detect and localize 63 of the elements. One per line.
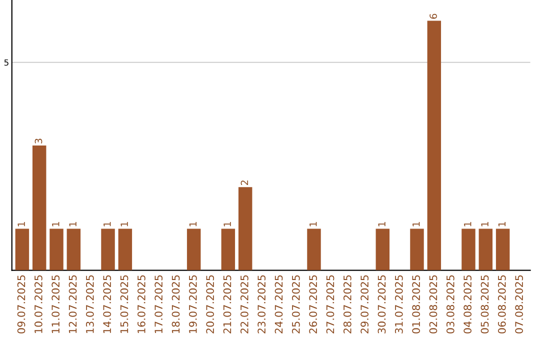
x-tick-label: 06.08.2025 [498,275,506,334]
data-label: 2 [240,180,248,186]
x-tick-label: 29.07.2025 [360,275,369,334]
x-tick-label: 25.07.2025 [292,275,300,334]
bar [427,20,442,270]
bar [32,146,46,270]
data-label: 1 [310,222,317,226]
bar [66,228,81,270]
x-tick-label: 02.08.2025 [429,275,438,334]
x-tick-label: 28.07.2025 [343,275,352,334]
bar [118,228,132,270]
x-tick-label: 01.08.2025 [412,275,420,334]
x-tick-label: 23.07.2025 [258,275,266,334]
bar [50,228,64,270]
bar [410,228,424,270]
x-tick-label: 20.07.2025 [206,275,214,334]
x-tick-label: 16.07.2025 [137,275,146,333]
x-tick-label: 07.08.2025 [515,275,524,334]
x-tick-label: 24.07.2025 [274,275,283,334]
data-label: 1 [464,222,472,226]
bar [101,228,115,270]
data-label: 1 [52,222,60,226]
data-label: 1 [189,222,197,226]
x-tick-label: 30.07.2025 [378,275,386,334]
x-tick-label: 26.07.2025 [309,275,318,334]
data-label: 3 [34,138,42,144]
data-label: 1 [412,222,420,226]
bar [462,228,476,270]
x-tick-label: 12.07.2025 [68,275,77,333]
data-label: 1 [120,222,128,226]
y-tick-label: 5 [4,59,8,66]
data-label: 1 [18,222,25,226]
bar [238,187,252,270]
data-label: 1 [481,222,488,226]
bar [376,228,390,270]
data-label: 1 [498,222,506,226]
x-tick-label: 14.07.2025 [103,275,112,333]
bar [15,228,30,270]
bar [221,228,236,270]
x-tick-label: 13.07.2025 [86,275,94,333]
x-tick-label: 18.07.2025 [172,275,180,333]
x-tick-label: 19.07.2025 [188,275,197,333]
x-tick-label: 21.07.2025 [223,275,232,334]
x-tick-label: 11.07.2025 [52,275,60,333]
bar [478,228,493,270]
x-tick-label: 10.07.2025 [34,275,42,333]
data-label: 6 [430,14,437,19]
bar [307,228,321,270]
data-label: 1 [224,222,231,226]
bar [186,228,201,270]
data-label: 1 [104,222,111,226]
x-tick-label: 15.07.2025 [120,275,128,333]
data-label: 1 [69,222,76,226]
x-tick-label: 17.07.2025 [154,275,163,333]
data-label: 1 [378,222,386,226]
x-tick-label: 09.07.2025 [17,275,26,334]
x-tick-label: 04.08.2025 [464,275,472,334]
x-tick-label: 22.07.2025 [240,275,248,334]
bar [496,228,510,270]
x-tick-label: 31.07.2025 [394,275,403,334]
x-tick-label: 03.08.2025 [446,275,454,334]
x-tick-label: 05.08.2025 [480,275,489,334]
x-tick-label: 27.07.2025 [326,275,334,334]
